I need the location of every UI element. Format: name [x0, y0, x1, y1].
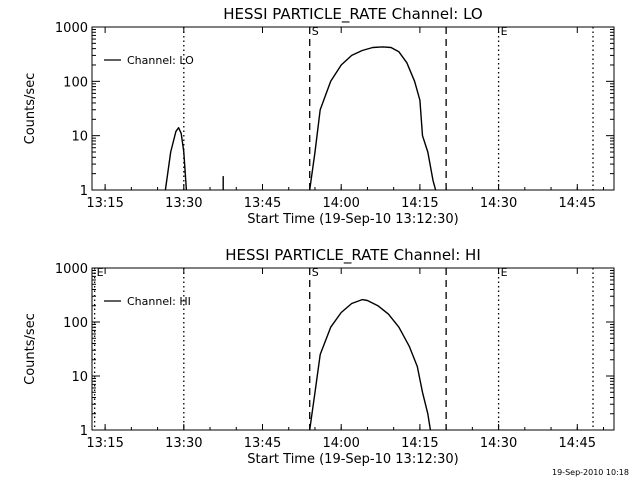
- panel1-x-tick-label: 14:45: [559, 196, 596, 211]
- panel2-vline-label: S: [312, 266, 319, 279]
- panel1-y-tick-label: 1000: [55, 21, 88, 36]
- panel2-legend-label: Channel: HI: [127, 295, 191, 308]
- panel1-y-tick-label: 100: [63, 75, 88, 90]
- panel1-vline-label: S: [312, 25, 319, 38]
- panel2-x-tick-label: 14:15: [401, 436, 438, 451]
- panel2-x-axis-label: Start Time (19-Sep-10 13:12:30): [247, 452, 458, 467]
- panel2-vline-label: E: [97, 266, 104, 279]
- panel1-x-tick-label: 14:15: [401, 196, 438, 211]
- panel1-x-tick-label: 13:15: [86, 196, 123, 211]
- panel2-vline-label: E: [501, 266, 508, 279]
- panel1-legend-label: Channel: LO: [127, 54, 194, 67]
- panel1-x-tick-label: 13:45: [244, 196, 281, 211]
- panel1-title: HESSI PARTICLE_RATE Channel: LO: [223, 5, 482, 24]
- panel2-y-axis-label: Counts/sec: [23, 313, 38, 385]
- panel2-y-tick-label: 1000: [55, 262, 88, 277]
- panel2-series-line: [309, 298, 432, 431]
- panel2-y-tick-label: 10: [71, 370, 88, 385]
- panel2-x-tick-label: 13:30: [165, 436, 202, 451]
- panel2-y-tick-label: 100: [63, 316, 88, 331]
- panel2-title: HESSI PARTICLE_RATE Channel: HI: [225, 246, 481, 265]
- panel1-x-tick-label: 13:30: [165, 196, 202, 211]
- panel2-y-tick-label: 1: [80, 424, 88, 439]
- panel1-x-axis-label: Start Time (19-Sep-10 13:12:30): [247, 212, 458, 227]
- panel1-vline-label: E: [501, 25, 508, 38]
- panel2-x-tick-label: 14:30: [480, 436, 517, 451]
- panel1-frame: [91, 26, 615, 191]
- panel1-y-tick-label: 1: [80, 184, 88, 199]
- panel1-x-tick-label: 14:30: [480, 196, 517, 211]
- panel1-series-line: [164, 126, 188, 191]
- panel2-frame: [91, 267, 615, 431]
- panel1-series-line: [309, 46, 437, 191]
- panel1-x-tick-label: 14:00: [322, 196, 359, 211]
- panel1-y-axis-label: Counts/sec: [23, 73, 38, 145]
- panel2-x-tick-label: 13:45: [244, 436, 281, 451]
- panel1-y-tick-label: 10: [71, 130, 88, 145]
- panel2-x-tick-label: 13:15: [86, 436, 123, 451]
- timestamp-stamp: 19-Sep-2010 10:18: [552, 468, 629, 477]
- panel2-x-tick-label: 14:45: [559, 436, 596, 451]
- panel2-x-tick-label: 14:00: [322, 436, 359, 451]
